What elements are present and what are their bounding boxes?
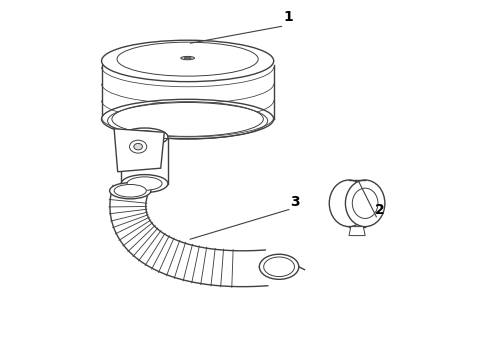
- Ellipse shape: [117, 42, 258, 76]
- Text: 3: 3: [291, 194, 300, 208]
- Ellipse shape: [259, 254, 299, 279]
- Ellipse shape: [129, 140, 147, 153]
- Ellipse shape: [345, 180, 385, 226]
- Ellipse shape: [122, 128, 168, 146]
- Polygon shape: [349, 226, 365, 235]
- Ellipse shape: [329, 180, 368, 226]
- Ellipse shape: [127, 177, 162, 190]
- Ellipse shape: [181, 57, 195, 60]
- Ellipse shape: [122, 175, 168, 193]
- Polygon shape: [114, 129, 164, 172]
- Text: 1: 1: [283, 10, 293, 24]
- Ellipse shape: [110, 183, 151, 199]
- Ellipse shape: [352, 188, 378, 219]
- Ellipse shape: [128, 131, 161, 143]
- Ellipse shape: [134, 143, 143, 150]
- Ellipse shape: [112, 102, 263, 136]
- Text: 2: 2: [374, 203, 384, 217]
- Ellipse shape: [114, 184, 147, 197]
- Ellipse shape: [101, 99, 274, 139]
- Ellipse shape: [184, 57, 191, 59]
- Ellipse shape: [101, 40, 274, 82]
- Ellipse shape: [264, 257, 294, 276]
